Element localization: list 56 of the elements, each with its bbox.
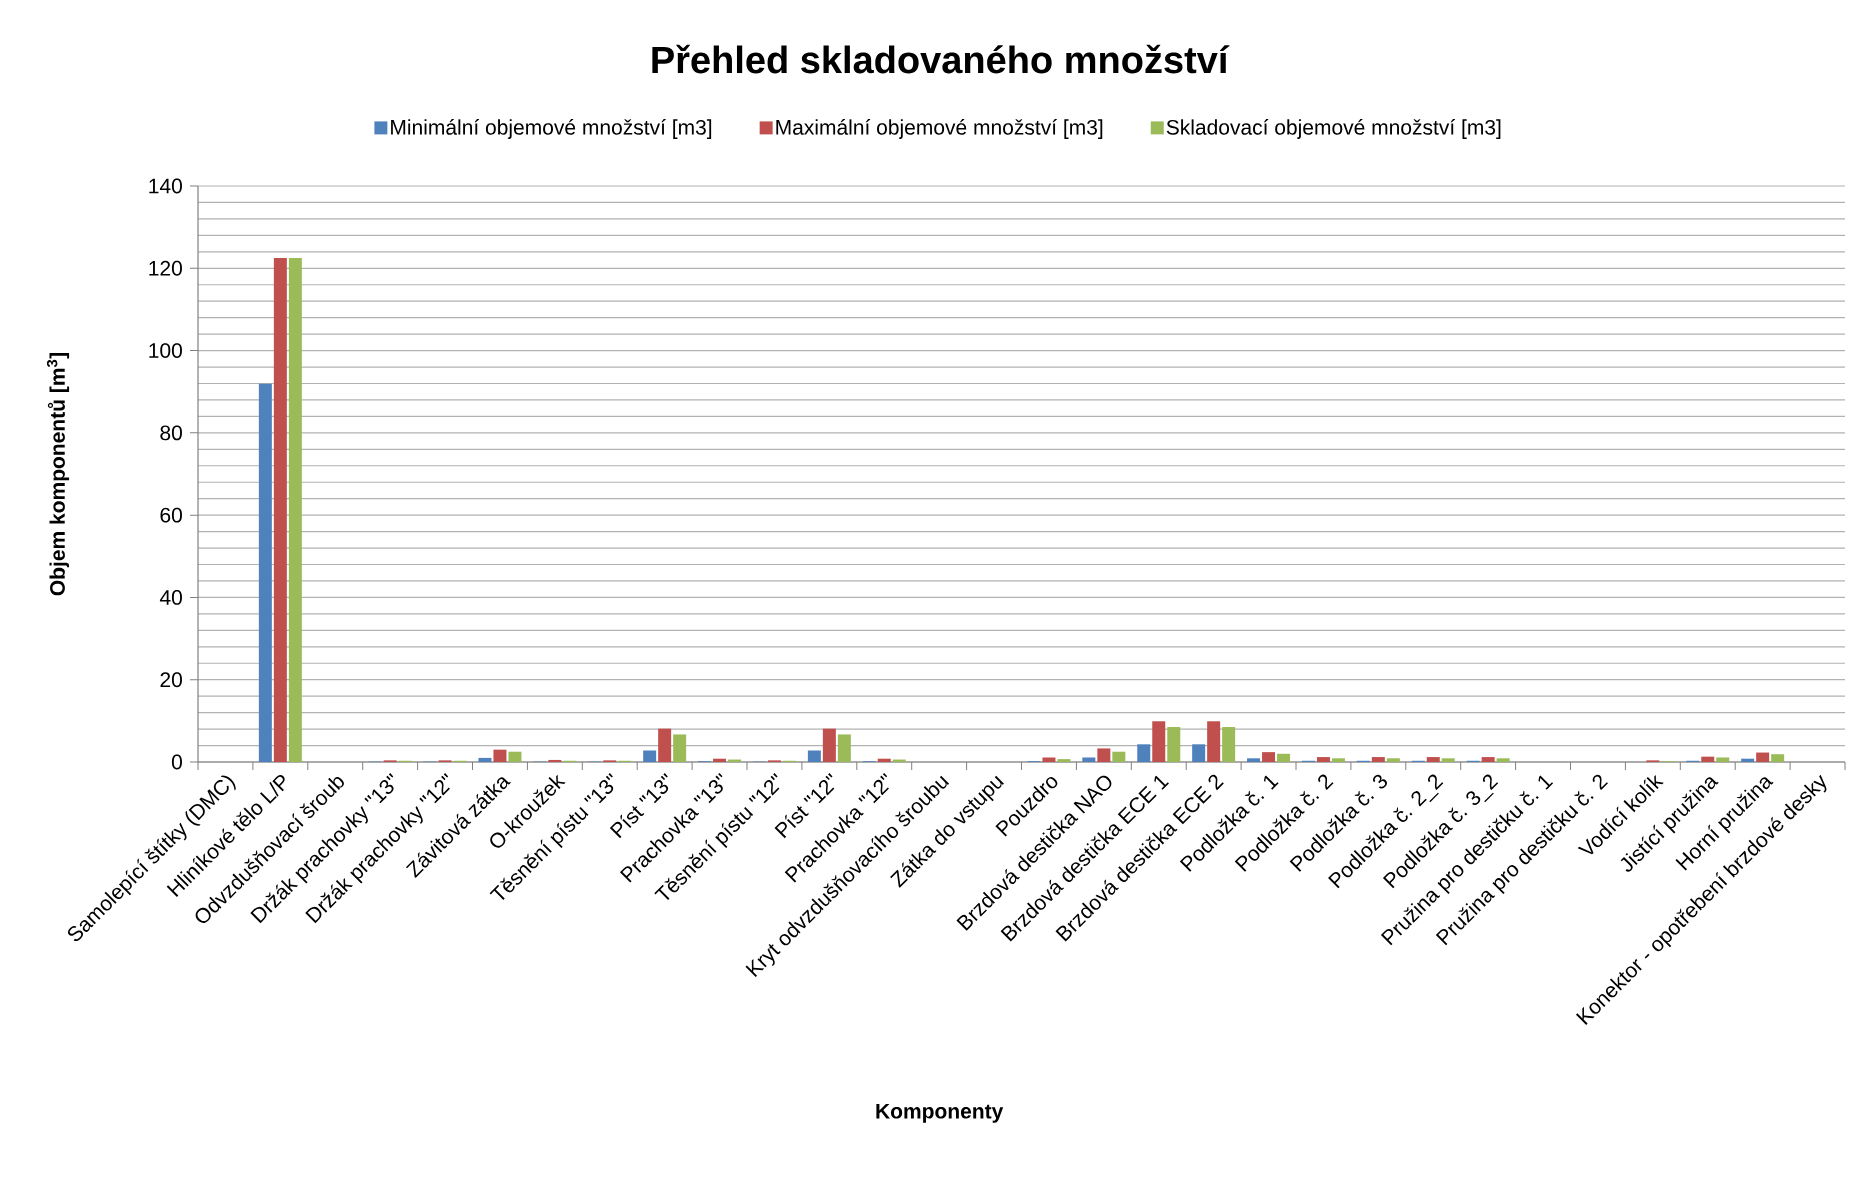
bar xyxy=(1167,727,1181,762)
bar xyxy=(643,750,657,762)
bar xyxy=(1277,753,1291,762)
bar xyxy=(1716,757,1730,762)
bar xyxy=(1222,727,1236,762)
bar xyxy=(493,749,507,762)
bar xyxy=(1137,744,1151,762)
bar xyxy=(1481,757,1495,762)
bar xyxy=(258,383,272,762)
bar xyxy=(1207,721,1221,762)
bar xyxy=(478,757,492,762)
bar xyxy=(822,728,836,762)
y-tick-label: 80 xyxy=(160,425,182,441)
bar xyxy=(1247,758,1261,762)
bar xyxy=(877,758,891,762)
bar xyxy=(1386,758,1400,762)
bar xyxy=(658,728,672,762)
bar xyxy=(1331,758,1345,762)
bar xyxy=(1192,744,1206,762)
bar xyxy=(1262,752,1276,762)
bar xyxy=(1496,758,1510,762)
y-tick-label: 60 xyxy=(160,507,182,523)
bar xyxy=(837,734,851,762)
x-axis-title: Komponenty xyxy=(876,1103,1004,1123)
bar xyxy=(713,758,727,762)
y-axis-title: Objem komponentů [m$^{3}$] xyxy=(46,353,70,596)
bar xyxy=(1082,757,1096,762)
bar xyxy=(288,258,302,762)
bar xyxy=(508,751,522,762)
y-tick-label: 20 xyxy=(160,672,182,688)
bar xyxy=(1112,751,1126,762)
chart-title: Přehled skladovaného množství xyxy=(652,44,1230,74)
bar xyxy=(673,734,687,762)
legend-label: Skladovací objemové množství [m3] xyxy=(1166,119,1501,139)
legend-label: Minimální objemové množství [m3] xyxy=(391,119,712,139)
y-tick-label: 0 xyxy=(171,754,182,770)
y-tick-label: 120 xyxy=(149,260,182,276)
bar xyxy=(807,750,821,762)
bar xyxy=(1741,758,1755,762)
bar xyxy=(1097,748,1111,762)
bar xyxy=(273,258,287,762)
bar xyxy=(1057,759,1071,762)
y-tick-label: 100 xyxy=(149,343,182,358)
bar xyxy=(1316,757,1330,762)
bar xyxy=(1771,754,1785,762)
legend-label: Maximální objemové množství [m3] xyxy=(776,119,1103,139)
bar xyxy=(1701,756,1715,762)
bar xyxy=(1371,757,1385,762)
y-tick-label: 40 xyxy=(159,589,182,605)
y-tick-label: 140 xyxy=(149,178,182,194)
bar xyxy=(1441,758,1455,762)
bar xyxy=(548,759,562,762)
bar xyxy=(1756,752,1770,762)
bar xyxy=(1426,757,1440,762)
bar xyxy=(1042,757,1056,762)
bar xyxy=(1152,721,1166,762)
